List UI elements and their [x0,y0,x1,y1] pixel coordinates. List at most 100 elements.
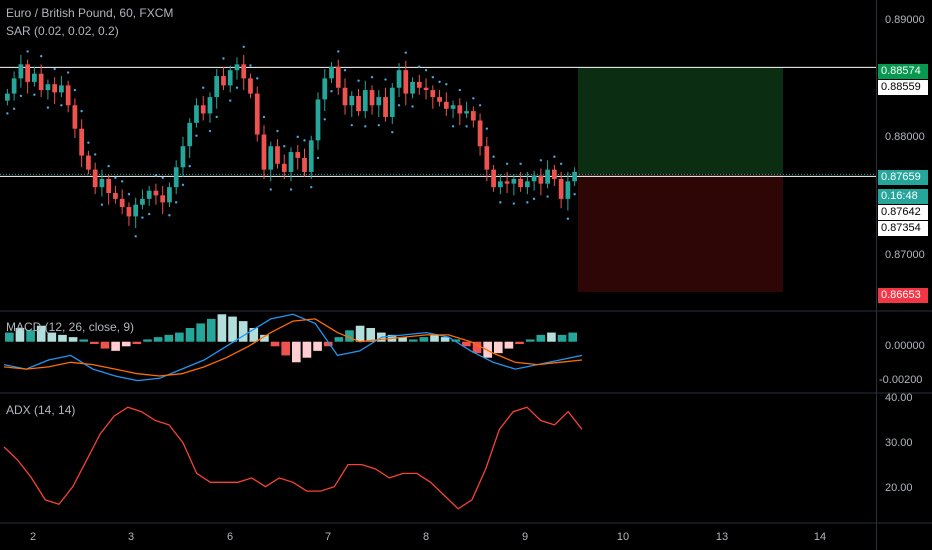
sar-dot [559,162,563,165]
macd-histogram-bar [26,330,35,342]
sar-dot [316,156,320,160]
candle-body [207,97,213,114]
sar-dot [397,104,401,107]
macd-histogram-bar [292,341,301,363]
adx-tick: 20.00 [885,482,913,494]
candle-body [335,66,341,88]
candle-body [518,178,523,188]
sar-dot [256,77,259,80]
sar-dot [188,164,191,168]
candle-body [214,76,220,98]
candle-body [275,146,280,164]
sar-dot [276,129,279,133]
macd-histogram-bar [547,332,556,342]
candle-body [470,111,476,121]
candle-body [450,105,456,109]
macd-histogram-bar [228,316,237,342]
sar-dot [364,125,367,128]
sar-dot [512,202,516,205]
sar-dot [127,192,131,196]
sar-dot [546,195,549,198]
sar-dot [208,129,212,133]
sar-dot [337,50,340,53]
sar-dot [391,130,394,134]
candle-body [295,152,301,158]
candle-body [491,169,496,188]
x-tick: 7 [324,531,332,543]
candle-body [32,73,37,82]
macd-histogram-bar [238,321,248,342]
macd-histogram-bar [90,341,99,344]
candle-body [288,152,294,172]
macd-tick: -0.00200 [879,374,923,386]
sar-dot [114,176,117,180]
sar-dot [235,86,239,89]
candle-body [99,178,105,188]
sar-dot [303,139,306,142]
candle-body [234,64,240,71]
candle-body [511,178,517,184]
candle-body [369,90,375,106]
macd-histogram-bar [196,323,205,342]
candle-body [302,157,307,172]
candle-body [140,198,145,205]
macd-histogram-bar [175,332,184,342]
candle-body [45,84,51,91]
sar-dot [100,203,104,206]
candle-body [531,175,537,182]
price-tick: 0.87000 [885,249,925,261]
sar-dot [330,90,333,93]
candle-body [443,101,449,109]
sar-dot [33,93,36,96]
x-tick: 14 [813,531,827,543]
x-tick: 13 [715,531,729,543]
sar-dot [404,51,407,54]
macd-histogram-bar [249,328,259,342]
adx-indicator-label: ADX (14, 14) [6,403,76,417]
candle-body [221,76,226,86]
candle-body [194,105,199,123]
sar-dot [431,76,435,79]
macd-histogram-bar [504,341,514,349]
candle-body [423,87,429,91]
candle-body [173,167,179,188]
candle-body [146,190,152,199]
candle-body [113,193,118,199]
candle-body [18,64,24,79]
candle-body [52,84,58,93]
candle-body [497,181,503,188]
macd-histogram-bar [302,341,312,358]
sar-dot [492,155,495,158]
candle-body [565,181,571,199]
sar-dot [343,68,347,72]
sar-dot [39,54,43,58]
sar-dot [147,212,151,216]
sar-dot [499,201,502,204]
candle-body [538,175,544,184]
sar-dot [161,176,164,180]
x-tick: 8 [422,531,430,543]
macd-histogram-bar [366,328,376,342]
resistance-price-tag: 0.88559 [878,80,928,95]
candle-body [268,146,274,170]
macd-histogram-bar [111,341,120,351]
candle-body [342,87,348,106]
sar-dot [73,88,77,92]
macd-histogram-bar [493,341,503,354]
sar-dot [289,188,293,191]
sar-dot [175,201,178,204]
macd-histogram-bar [47,332,57,342]
macd-histogram-bar [451,339,461,342]
candle-body [254,93,260,135]
x-tick: 2 [29,531,37,543]
sar-dot [6,112,9,115]
candle-body [167,187,172,203]
sar-dot [87,141,90,144]
candle-body [410,81,415,94]
sar-dot [505,162,509,165]
macd-histogram-bar [68,337,78,342]
sar-dot [451,125,455,128]
candle-body [376,97,382,106]
candle-body [349,95,355,106]
